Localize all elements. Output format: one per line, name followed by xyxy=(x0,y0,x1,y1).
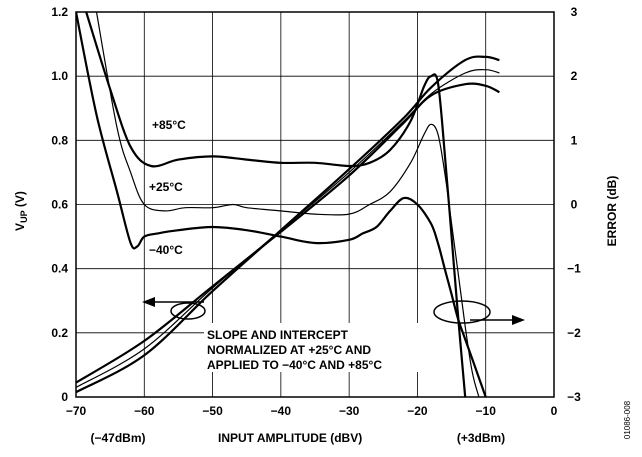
vup-curve-minus-40c xyxy=(76,55,500,394)
x-tick-label: −60 xyxy=(134,404,155,418)
y-left-tick-label: 0.8 xyxy=(51,133,68,147)
y-left-tick-labels: 0 0.2 0.4 0.6 0.8 1.0 1.2 xyxy=(51,5,68,404)
y-left-tick-label: 0.2 xyxy=(51,326,68,340)
vup-curve-plus-85c xyxy=(76,82,500,384)
error-curve-plus-25c xyxy=(95,12,480,397)
y-right-tick-label: −2 xyxy=(567,326,581,340)
x-axis-label: INPUT AMPLITUDE (dBV) xyxy=(218,431,362,445)
label-plus-25c: +25°C xyxy=(149,180,183,194)
y-left-tick-label: 1.2 xyxy=(51,5,68,19)
y-left-tick-label: 0.4 xyxy=(51,262,68,276)
left-axis-indicator-ellipse xyxy=(170,302,206,320)
x-tick-label: −40 xyxy=(271,404,292,418)
x-tick-label: −20 xyxy=(407,404,428,418)
y-right-tick-label: 2 xyxy=(571,69,578,83)
label-plus-85c: +85°C xyxy=(152,118,186,132)
y-right-tick-label: 0 xyxy=(571,198,578,212)
y-left-tick-label: 1.0 xyxy=(51,69,68,83)
note-line-2: NORMALIZED AT +25°C AND xyxy=(207,343,371,357)
x-tick-label: −70 xyxy=(66,404,87,418)
curves xyxy=(76,12,500,397)
right-axis-indicator-ellipse xyxy=(433,300,491,324)
figure-id: 01086-008 xyxy=(623,400,632,439)
x-tick-label: −10 xyxy=(476,404,497,418)
x-tick-label: 0 xyxy=(551,404,558,418)
error-curve-plus-85c xyxy=(85,12,467,397)
y-left-tick-label: 0 xyxy=(61,390,68,404)
y-left-tick-label: 0.6 xyxy=(51,198,68,212)
note-line-3: APPLIED TO −40°C AND +85°C xyxy=(207,358,382,372)
x-sublabel-left: (−47dBm) xyxy=(90,431,145,445)
error-curve-minus-40c xyxy=(76,12,487,397)
label-minus-40c: −40°C xyxy=(149,243,183,257)
x-sublabel-right: (+3dBm) xyxy=(457,431,505,445)
y-right-tick-label: 1 xyxy=(571,133,578,147)
x-tick-label: −30 xyxy=(339,404,360,418)
y-right-tick-label: 3 xyxy=(571,5,578,19)
y-right-tick-labels: −3 −2 −1 0 1 2 3 xyxy=(567,5,581,404)
x-tick-labels: −70 −60 −50 −40 −30 −20 −10 0 xyxy=(66,404,558,418)
plot-frame xyxy=(75,11,555,398)
y-right-axis-label: ERROR (dB) xyxy=(605,176,619,247)
x-tick-label: −50 xyxy=(202,404,223,418)
y-left-axis-label: VUP (V) xyxy=(13,191,29,231)
right-axis-arrow-head xyxy=(512,315,525,325)
y-right-tick-label: −1 xyxy=(567,262,581,276)
y-right-tick-label: −3 xyxy=(567,390,581,404)
note-background xyxy=(204,323,462,372)
note-line-1: SLOPE AND INTERCEPT xyxy=(207,328,349,342)
left-axis-arrow-head xyxy=(142,297,155,307)
